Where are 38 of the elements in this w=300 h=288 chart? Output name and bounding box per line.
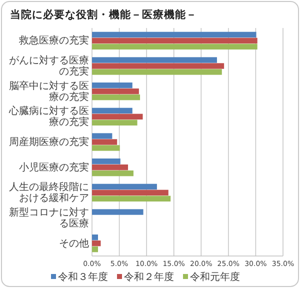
bar: [92, 240, 101, 246]
bar: [92, 170, 134, 176]
bar: [92, 133, 112, 139]
y-tick-label: 小児医療の充実: [19, 161, 89, 174]
bar: [92, 69, 222, 75]
y-tick-label: がんに対する医療の充実: [9, 54, 89, 78]
y-tick-label: 人生の最終段階における緩和ケア: [9, 180, 89, 204]
bar: [92, 57, 217, 63]
legend-label: 令和２年度: [124, 271, 174, 283]
bar: [92, 82, 132, 88]
legend-label: 令和３年度: [58, 271, 108, 283]
y-tick-label: 救急医療の充実: [18, 34, 89, 46]
bar: [92, 164, 128, 170]
bar: [92, 108, 132, 114]
bar: [92, 158, 120, 164]
bar: [92, 196, 171, 202]
bar: [92, 63, 224, 69]
bar: [92, 38, 258, 44]
y-tick-label: 脳卒中に対する医療の充実: [9, 80, 89, 103]
bar: [92, 88, 139, 94]
bar: [92, 32, 256, 38]
bar: [92, 120, 138, 126]
legend-label: 令和元年度: [190, 271, 240, 283]
y-tick-label: 心臓病に対する医療の充実: [8, 104, 89, 128]
bar: [92, 44, 258, 50]
y-tick-label: 周産期医療の充実: [9, 136, 89, 148]
y-tick-label: 新型コロナに対する医療: [9, 206, 89, 230]
bar: [92, 184, 157, 190]
bar: [92, 234, 98, 240]
bar: [92, 139, 118, 145]
bar: [92, 190, 168, 196]
bar: [92, 246, 98, 252]
bar: [92, 209, 144, 215]
y-tick-label: その他: [59, 237, 89, 250]
bar: [92, 94, 140, 100]
bar: [92, 114, 143, 120]
bar: [92, 145, 120, 151]
chart-title: 当院に必要な役割・機能－医療機能－: [10, 8, 197, 21]
